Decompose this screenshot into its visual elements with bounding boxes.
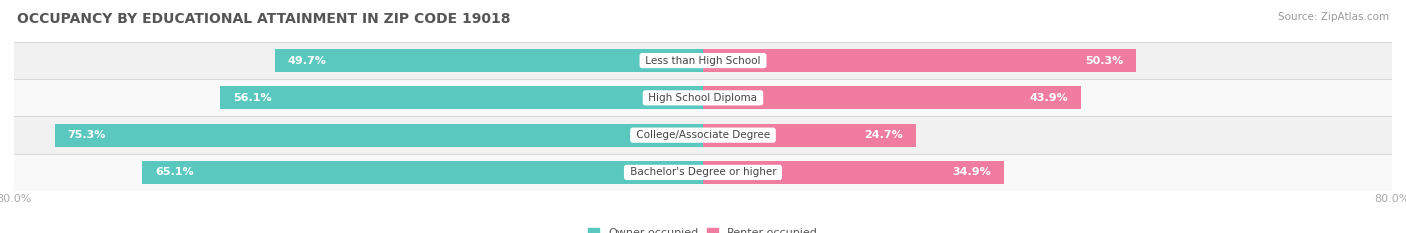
Text: College/Associate Degree: College/Associate Degree [633,130,773,140]
Text: Less than High School: Less than High School [643,56,763,65]
Text: 75.3%: 75.3% [67,130,105,140]
Text: 49.7%: 49.7% [288,56,326,65]
Bar [703,49,1136,72]
Text: 65.1%: 65.1% [155,168,194,177]
Text: Source: ZipAtlas.com: Source: ZipAtlas.com [1278,12,1389,22]
Bar [219,86,703,110]
Bar [703,161,1004,184]
Text: Bachelor's Degree or higher: Bachelor's Degree or higher [627,168,779,177]
Bar [55,123,703,147]
Bar [14,42,1392,79]
Legend: Owner-occupied, Renter-occupied: Owner-occupied, Renter-occupied [583,223,823,233]
Text: 43.9%: 43.9% [1029,93,1069,103]
Text: 34.9%: 34.9% [952,168,991,177]
Text: 56.1%: 56.1% [233,93,271,103]
Text: 24.7%: 24.7% [865,130,903,140]
Bar [142,161,703,184]
Text: 50.3%: 50.3% [1085,56,1123,65]
Text: High School Diploma: High School Diploma [645,93,761,103]
Bar [703,86,1081,110]
Bar [276,49,703,72]
Bar [14,116,1392,154]
Bar [14,79,1392,116]
Bar [703,123,915,147]
Bar [14,154,1392,191]
Text: OCCUPANCY BY EDUCATIONAL ATTAINMENT IN ZIP CODE 19018: OCCUPANCY BY EDUCATIONAL ATTAINMENT IN Z… [17,12,510,26]
